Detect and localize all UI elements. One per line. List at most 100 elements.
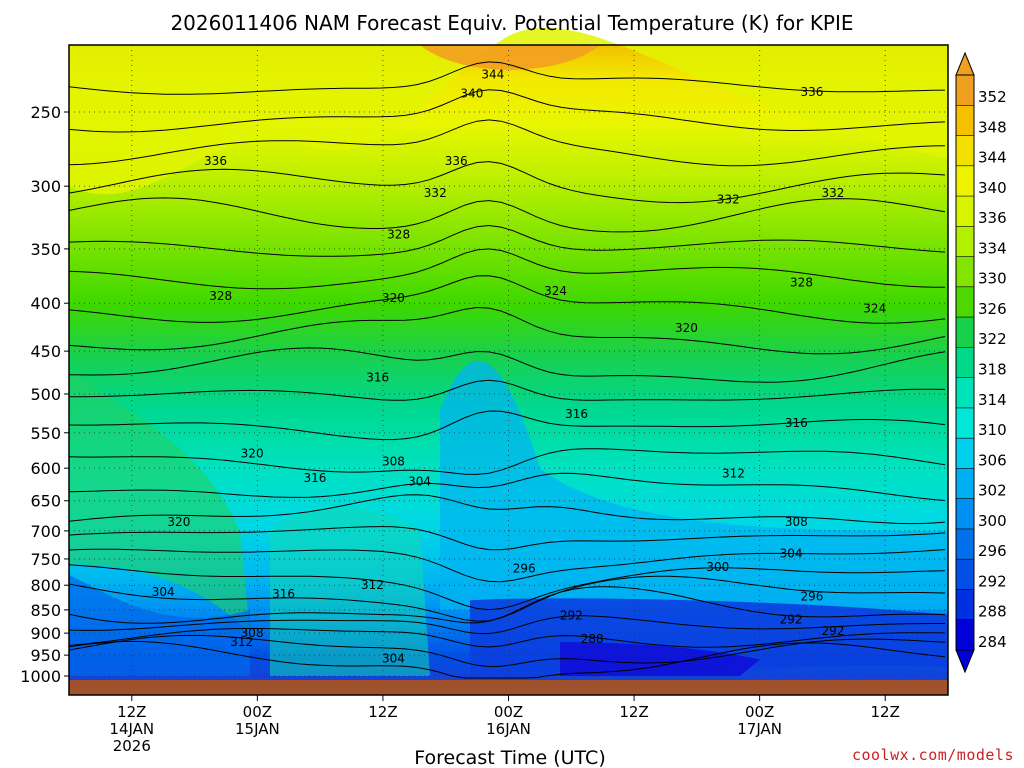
colorbar-swatch — [956, 226, 974, 258]
colorbar-frame — [955, 74, 975, 651]
x-tick-label: 00Z — [745, 703, 774, 721]
contour-line — [68, 119, 946, 167]
contour-label: 332 — [717, 193, 740, 207]
contour-label: 336 — [445, 154, 468, 168]
colorbar-label: 340 — [978, 179, 1007, 197]
colorbar: 352 348 344 340 336 334 330 326 322 318 314 310 306 3… — [955, 51, 1007, 674]
y-tick-label: 400 — [30, 294, 61, 313]
contour-line — [68, 197, 946, 233]
contour-label: 316 — [565, 407, 588, 421]
contour-line — [68, 634, 946, 668]
x-tick-label: 00Z — [243, 703, 272, 721]
colorbar-swatch — [956, 165, 974, 197]
colorbar-label: 302 — [978, 482, 1007, 500]
contour-label: 296 — [801, 589, 824, 603]
contour-label: 324 — [544, 284, 567, 298]
y-tick-label: 300 — [30, 177, 61, 196]
contour-line — [68, 575, 946, 622]
contour-label: 320 — [675, 321, 698, 335]
contour-line — [68, 89, 946, 133]
contour-label: 304 — [408, 475, 431, 489]
colorbar-label: 288 — [978, 603, 1007, 621]
contour-line — [68, 161, 946, 204]
warm-upper-region — [69, 27, 948, 195]
contour-label: 304 — [152, 585, 175, 599]
x-tick-label: 15JAN — [235, 720, 280, 738]
contour-label: 324 — [863, 301, 886, 315]
peak-theta-region — [420, 45, 600, 70]
credit-text[interactable]: coolwx.com/models — [851, 746, 1014, 764]
contour-line — [68, 379, 946, 401]
contour-label: 320 — [241, 447, 264, 461]
x-tick-label: 2026 — [113, 737, 151, 755]
chart-title: 2026011406 NAM Forecast Equiv. Potential… — [170, 11, 853, 35]
contour-label: 312 — [361, 578, 384, 592]
y-tick-label: 350 — [30, 240, 61, 259]
contour-label: 292 — [780, 612, 803, 626]
contour-line — [68, 640, 946, 679]
colorbar-swatch — [956, 347, 974, 379]
y-tick-label: 1000 — [20, 667, 61, 686]
contour-label: 316 — [303, 471, 326, 485]
colorbar-label: 314 — [978, 391, 1007, 409]
contour-label: 320 — [382, 291, 405, 305]
y-tick-label: 250 — [30, 103, 61, 122]
cold-pool-left — [69, 574, 250, 676]
y-tick-label: 600 — [30, 459, 61, 478]
contour-line — [68, 347, 946, 383]
contour-label: 292 — [560, 609, 583, 623]
contour-label: 344 — [481, 68, 504, 82]
contour-line — [68, 472, 946, 501]
x-axis-title: Forecast Time (UTC) — [414, 747, 605, 768]
contour-line — [68, 410, 946, 441]
contour-label: 288 — [581, 632, 604, 646]
contour-line — [68, 275, 946, 324]
contour-label: 328 — [387, 228, 410, 242]
colorbar-swatch — [956, 196, 974, 227]
colorbar-swatch — [956, 377, 974, 409]
colorbar-top-arrow — [955, 51, 975, 76]
y-tick-label: 650 — [30, 492, 61, 511]
contour-label: 332 — [821, 186, 844, 200]
colorbar-swatch — [956, 407, 974, 439]
contour-label: 300 — [706, 560, 729, 574]
contour-label: 336 — [204, 154, 227, 168]
colorbar-swatch — [956, 589, 974, 621]
colorbar-label: 352 — [978, 88, 1007, 106]
coldest-region — [560, 642, 760, 676]
colorbar-swatch — [956, 468, 974, 500]
x-tick-label: 12Z — [619, 703, 648, 721]
contour-label: 312 — [230, 635, 253, 649]
contour-label: 316 — [366, 370, 389, 384]
colorbar-label: 344 — [978, 149, 1007, 167]
contour-label: 328 — [209, 289, 232, 303]
contour-label: 332 — [424, 186, 447, 200]
y-tick-label: 900 — [30, 624, 61, 643]
y-tick-label: 700 — [30, 522, 61, 541]
contour-line — [68, 526, 946, 551]
colorbar-label: 300 — [978, 512, 1007, 530]
contour-line — [68, 564, 946, 611]
colorbar-swatch — [956, 498, 974, 530]
colorbar-label: 296 — [978, 542, 1007, 560]
colorbar-swatch — [956, 105, 974, 137]
colorbar-label: 292 — [978, 572, 1007, 590]
y-tick-label: 550 — [30, 424, 61, 443]
colorbar-label: 330 — [978, 270, 1007, 288]
contour-label: 308 — [241, 626, 264, 640]
colorbar-label: 310 — [978, 421, 1007, 439]
contour-line — [68, 61, 946, 95]
x-tick-label: 14JAN — [109, 720, 154, 738]
colorbar-swatch — [956, 528, 974, 560]
contour-line — [68, 548, 946, 583]
contour-label: 292 — [821, 624, 844, 638]
contour-label: 328 — [790, 275, 813, 289]
contour-line — [68, 615, 945, 635]
contour-line — [68, 224, 946, 257]
x-tick-label: 17JAN — [737, 720, 782, 738]
colorbar-swatch — [956, 559, 974, 590]
contour-label: 308 — [382, 454, 405, 468]
contour-line — [68, 248, 945, 290]
colorbar-swatch — [956, 256, 974, 288]
